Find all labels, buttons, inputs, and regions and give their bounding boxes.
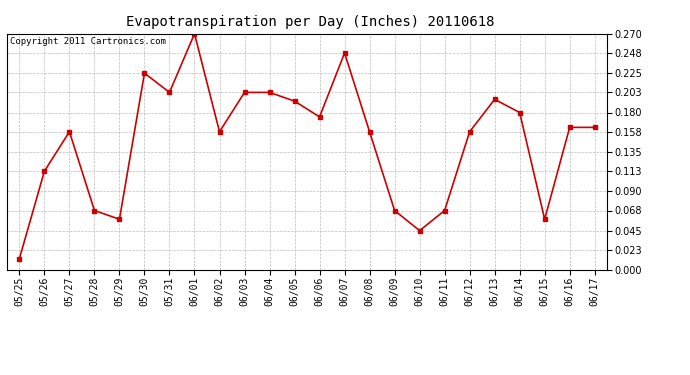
Text: Copyright 2011 Cartronics.com: Copyright 2011 Cartronics.com — [10, 37, 166, 46]
Text: Evapotranspiration per Day (Inches) 20110618: Evapotranspiration per Day (Inches) 2011… — [126, 15, 495, 29]
